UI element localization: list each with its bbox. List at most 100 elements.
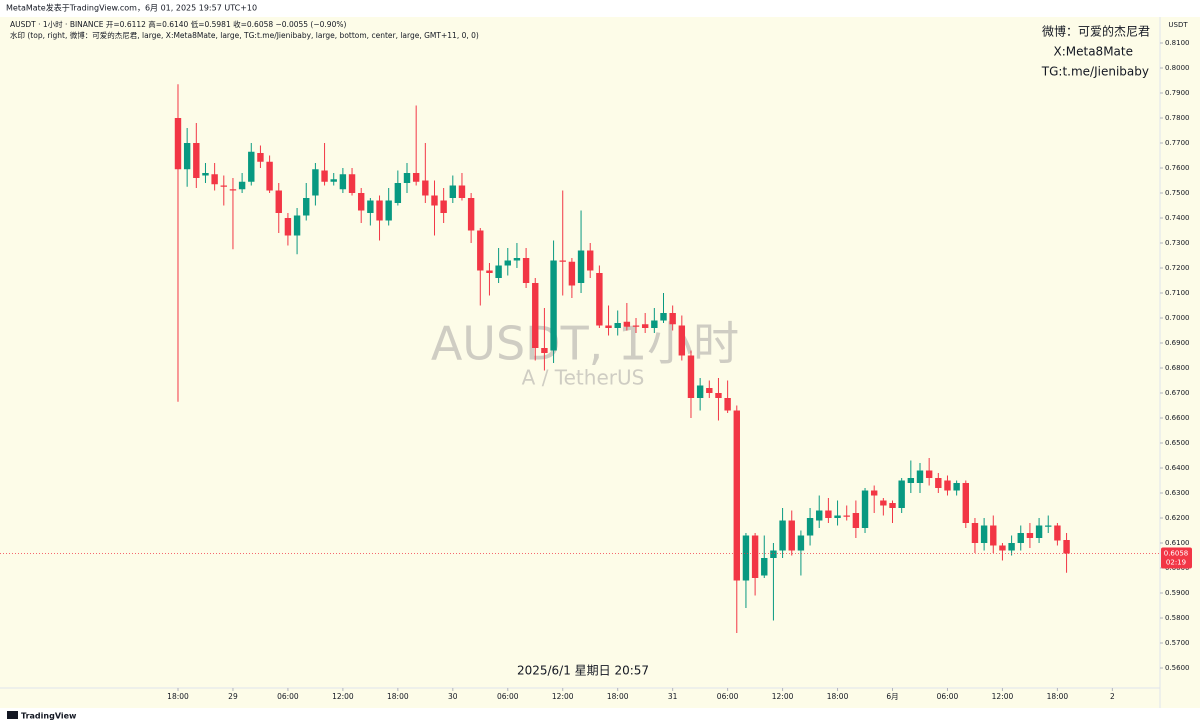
y-tick-label: 0.7600 bbox=[1165, 164, 1190, 172]
candle-body bbox=[1054, 525, 1061, 541]
candle-body bbox=[623, 321, 631, 327]
candle-body bbox=[330, 179, 337, 182]
y-tick-label: 0.5900 bbox=[1165, 589, 1190, 597]
candle-body bbox=[321, 170, 328, 182]
y-tick-label: 0.7500 bbox=[1165, 189, 1190, 197]
candle-body bbox=[357, 193, 365, 211]
candle-body bbox=[953, 483, 960, 491]
candle-body bbox=[816, 510, 823, 521]
x-tick-label: 18:00 bbox=[827, 692, 849, 701]
candle-body bbox=[312, 169, 319, 196]
y-tick-label: 0.7100 bbox=[1165, 289, 1190, 297]
candle-body bbox=[550, 260, 557, 351]
x-tick-label: 18:00 bbox=[167, 692, 189, 701]
logo-icon bbox=[7, 711, 18, 719]
y-tick-label: 0.5800 bbox=[1165, 614, 1190, 622]
candle-body bbox=[834, 515, 841, 518]
x-tick-label: 6月 bbox=[886, 692, 898, 701]
candle-body bbox=[467, 198, 475, 231]
candle-body bbox=[532, 283, 539, 348]
candle-body bbox=[403, 173, 411, 183]
candle-body bbox=[687, 355, 695, 398]
logo-text: TradingView bbox=[21, 712, 77, 721]
y-tick-label: 0.7900 bbox=[1165, 89, 1190, 97]
x-tick-label: 12:00 bbox=[992, 692, 1014, 701]
candle-body bbox=[504, 260, 511, 266]
candle-body bbox=[925, 470, 933, 478]
candle-body bbox=[843, 515, 850, 517]
x-tick-label: 31 bbox=[668, 692, 678, 701]
y-tick-label: 0.7000 bbox=[1165, 314, 1190, 322]
candle-body bbox=[751, 535, 759, 578]
candle-body bbox=[211, 174, 218, 185]
candle-body bbox=[376, 200, 383, 221]
x-tick-label: 12:00 bbox=[332, 692, 354, 701]
candle-body bbox=[174, 118, 182, 170]
candle-body bbox=[513, 258, 521, 261]
candle-body bbox=[669, 313, 676, 325]
x-tick-label: 06:00 bbox=[497, 692, 519, 701]
y-tick-label: 0.7700 bbox=[1165, 139, 1190, 147]
candle-body bbox=[385, 200, 392, 221]
y-tick-label: 0.8000 bbox=[1165, 64, 1190, 72]
candle-body bbox=[990, 525, 997, 546]
x-tick-label: 30 bbox=[448, 692, 458, 701]
y-axis-label: USDT bbox=[1168, 21, 1188, 29]
y-tick-label: 0.7200 bbox=[1165, 264, 1190, 272]
candle-body bbox=[641, 324, 649, 328]
y-tick-label: 0.6500 bbox=[1165, 439, 1190, 447]
candle-body bbox=[788, 520, 795, 551]
candle-body bbox=[898, 480, 905, 508]
candle-body bbox=[889, 503, 896, 508]
y-tick-label: 0.7800 bbox=[1165, 114, 1190, 122]
y-tick-label: 0.5600 bbox=[1165, 664, 1190, 672]
candle-body bbox=[935, 478, 942, 488]
candle-body bbox=[477, 230, 484, 271]
candle-body bbox=[412, 173, 420, 182]
candle-body bbox=[229, 189, 237, 191]
y-tick-label: 0.6200 bbox=[1165, 514, 1190, 522]
x-tick-label: 12:00 bbox=[772, 692, 794, 701]
candle-body bbox=[422, 180, 429, 196]
corner-mark: 微博：可爱的杰尼君 bbox=[1042, 24, 1150, 39]
x-tick-label: 29 bbox=[228, 692, 238, 701]
last-price-label: 0.6058 bbox=[1164, 550, 1189, 558]
candle-body bbox=[293, 215, 301, 236]
candle-body bbox=[559, 260, 566, 262]
candle-body bbox=[742, 535, 750, 581]
candle-body bbox=[696, 385, 704, 398]
candle-body bbox=[761, 558, 768, 576]
candle-body bbox=[733, 410, 740, 581]
candle-body bbox=[486, 270, 493, 273]
candle-body bbox=[495, 265, 502, 278]
y-tick-label: 0.5700 bbox=[1165, 639, 1190, 647]
candle-body bbox=[266, 161, 273, 191]
candle-body bbox=[797, 535, 805, 551]
candle-body bbox=[183, 143, 191, 170]
x-tick-label: 18:00 bbox=[1047, 692, 1069, 701]
y-tick-label: 0.6300 bbox=[1165, 489, 1190, 497]
candle-body bbox=[367, 200, 374, 213]
corner-mark: TG:t.me/Jienibaby bbox=[1041, 65, 1149, 79]
symbol-line: AUSDT · 1小时 · BINANCE 开=0.6112 高=0.6140 … bbox=[10, 19, 346, 29]
chart-background bbox=[0, 17, 1200, 708]
candle-body bbox=[1008, 543, 1015, 551]
y-tick-label: 0.6600 bbox=[1165, 414, 1190, 422]
candle-body bbox=[1045, 525, 1052, 527]
logo: TradingView bbox=[7, 711, 77, 721]
x-tick-label: 18:00 bbox=[607, 692, 629, 701]
candle-body bbox=[238, 181, 246, 190]
candle-body bbox=[596, 273, 603, 326]
y-tick-label: 0.6100 bbox=[1165, 539, 1190, 547]
candle-body bbox=[715, 393, 722, 398]
candle-body bbox=[587, 250, 594, 271]
watermark-line: 水印 (top, right, 微博：可爱的杰尼君, large, X:Meta… bbox=[10, 30, 479, 40]
candle-body bbox=[202, 173, 209, 176]
candle-body bbox=[907, 478, 915, 483]
y-tick-label: 0.8100 bbox=[1165, 39, 1190, 47]
candle-body bbox=[1035, 525, 1043, 538]
candle-body bbox=[999, 545, 1006, 551]
candle-body bbox=[348, 174, 356, 193]
